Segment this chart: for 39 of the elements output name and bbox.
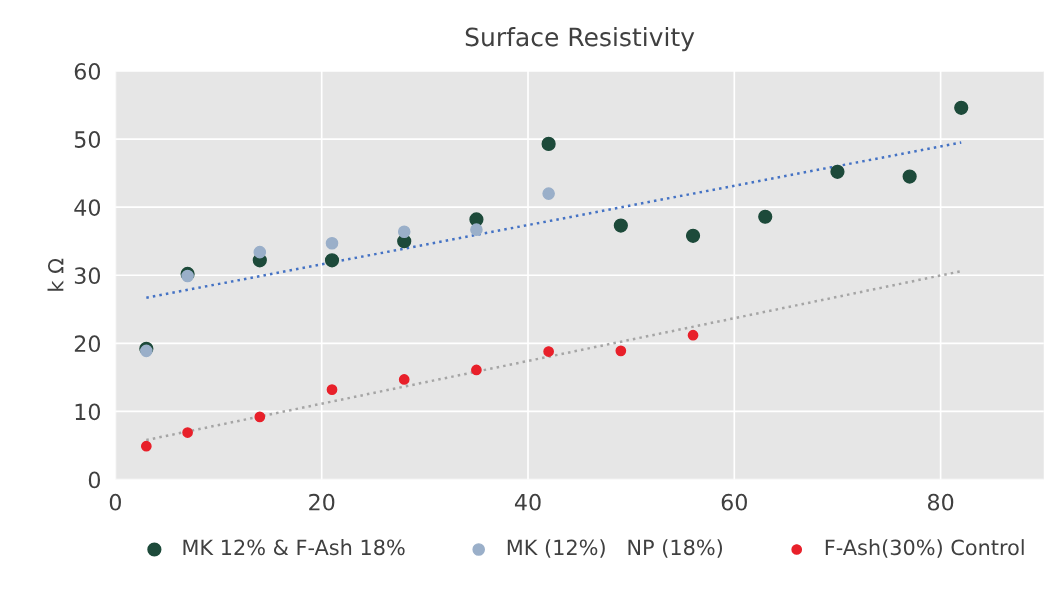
point <box>543 346 554 357</box>
x-tick-label: 60 <box>721 493 747 511</box>
point <box>397 225 411 239</box>
point <box>687 329 699 341</box>
point <box>324 253 340 268</box>
point <box>325 236 339 250</box>
legend-label: MK (12%) NP (18%) <box>507 539 722 558</box>
y-tick-label: 60 <box>74 62 101 80</box>
point <box>758 209 773 224</box>
point <box>470 223 483 236</box>
point <box>398 374 410 385</box>
chart-title: Surface Resistivity <box>465 27 695 52</box>
point <box>830 164 845 179</box>
y-tick-label: 30 <box>74 267 101 285</box>
point <box>685 228 701 243</box>
point <box>471 364 482 376</box>
x-tick-label: 80 <box>927 493 954 511</box>
y-tick-label: 0 <box>88 471 101 489</box>
point <box>954 100 969 115</box>
point <box>902 169 917 184</box>
point <box>541 136 556 151</box>
point <box>182 427 193 438</box>
x-tick-label: 0 <box>109 493 121 511</box>
y-axis-title: k Ω <box>47 258 64 291</box>
point <box>254 411 266 423</box>
y-tick-label: 50 <box>74 131 101 148</box>
point <box>253 245 267 259</box>
x-tick-label: 40 <box>514 493 541 511</box>
y-tick-label: 20 <box>74 335 101 353</box>
point <box>326 384 338 396</box>
y-tick-label: 10 <box>75 403 101 421</box>
x-tick-label: 20 <box>309 493 335 511</box>
point <box>615 345 627 357</box>
point <box>613 218 628 233</box>
point <box>140 440 152 452</box>
legend-label: F-Ash(30%) Control <box>825 539 1024 558</box>
y-tick-label: 40 <box>74 199 101 216</box>
point <box>542 187 555 200</box>
legend-label: MK 12% & F-Ash 18% <box>183 539 405 556</box>
